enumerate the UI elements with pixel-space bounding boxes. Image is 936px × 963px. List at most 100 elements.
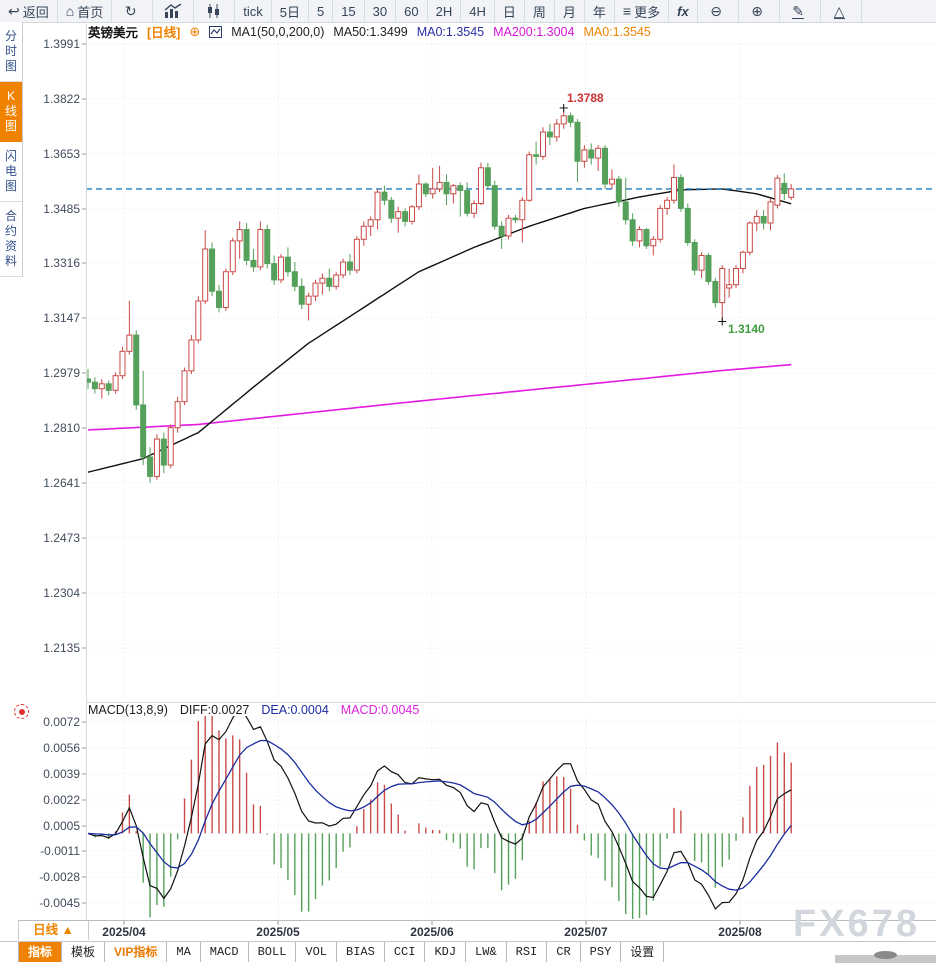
indicator-tab-PSY[interactable]: PSY xyxy=(581,942,622,962)
horizontal-scrollbar[interactable] xyxy=(835,955,936,963)
indicator-tab-模板[interactable]: 模板 xyxy=(62,942,106,962)
interval-tick[interactable]: tick xyxy=(235,0,272,22)
scrollbar-knob[interactable] xyxy=(874,951,897,959)
home-button[interactable]: ⌂ 首页 xyxy=(58,0,113,22)
price-axis-label: 1.3822 xyxy=(43,92,80,106)
indicator-tab-CCI[interactable]: CCI xyxy=(385,942,426,962)
sidebar-item-label: 合约资料 xyxy=(4,209,17,268)
indicator-tab-KDJ[interactable]: KDJ xyxy=(425,942,467,962)
macd-axis-label: 0.0022 xyxy=(43,793,80,807)
interval-week[interactable]: 周 xyxy=(525,0,555,22)
macd-value-readout: MACD:0.0045 xyxy=(340,702,420,717)
macd-diff-readout: DIFF:0.0027 xyxy=(179,702,250,717)
candle-body xyxy=(664,199,671,209)
indicator-tab-VIP指标[interactable]: VIP指标 xyxy=(105,942,168,962)
interval-year[interactable]: 年 xyxy=(585,0,615,22)
interval-5[interactable]: 5 xyxy=(309,0,334,22)
draw-shape-button[interactable]: △ xyxy=(821,0,862,22)
indicator-tab-设置[interactable]: 设置 xyxy=(621,942,665,962)
home-button-label: 首页 xyxy=(77,4,104,20)
indicator-tab-BOLL[interactable]: BOLL xyxy=(249,942,297,962)
candle-body xyxy=(767,201,774,224)
low-marker xyxy=(718,317,727,326)
candle-body xyxy=(119,350,126,377)
indicator-tab-CR[interactable]: CR xyxy=(547,942,581,962)
interval-4h[interactable]: 4H xyxy=(461,0,495,22)
back-button[interactable]: ↩ 返回 xyxy=(0,0,58,22)
interval-30-label: 30 xyxy=(372,3,388,19)
candle-body xyxy=(153,438,160,477)
interval-tick-label: tick xyxy=(243,3,263,19)
macd-params-label: MACD(13,8,9) xyxy=(88,702,168,717)
draw-pencil-button[interactable]: ✎ xyxy=(780,0,821,22)
candle-body xyxy=(498,225,505,237)
zoom-out-button-icon: ⊖ xyxy=(710,3,723,19)
candle-mode-button[interactable] xyxy=(194,0,236,22)
candle-body xyxy=(415,183,422,208)
bar-chart-mode-button[interactable] xyxy=(153,0,195,22)
interval-15[interactable]: 15 xyxy=(333,0,365,22)
draw-pencil-button-icon: ✎ xyxy=(792,2,805,19)
candle-body xyxy=(236,229,243,242)
high-marker xyxy=(559,103,568,112)
zoom-in-button[interactable]: ⊕ xyxy=(739,0,780,22)
candle-body xyxy=(781,182,788,194)
ma200-line xyxy=(87,363,792,431)
macd-axis-label: -0.0011 xyxy=(40,844,80,858)
sidebar-item-1[interactable]: K线图 xyxy=(0,82,22,142)
candle-body xyxy=(546,131,553,138)
interval-30[interactable]: 30 xyxy=(365,0,397,22)
indicator-tab-VOL[interactable]: VOL xyxy=(296,942,338,962)
interval-60[interactable]: 60 xyxy=(396,0,428,22)
sidebar-item-label: K线图 xyxy=(4,89,17,133)
sidebar-item-3[interactable]: 合约资料 xyxy=(0,202,22,277)
sidebar-item-0[interactable]: 分时图 xyxy=(0,22,22,82)
candle-body xyxy=(202,248,209,302)
candle-body xyxy=(353,238,360,271)
more-button-icon: ≡ xyxy=(622,3,632,19)
indicator-tab-MA[interactable]: MA xyxy=(167,942,201,962)
candle-body xyxy=(346,261,353,271)
sidebar-item-2[interactable]: 闪电图 xyxy=(0,142,22,202)
candle-body xyxy=(402,211,409,222)
candle-body xyxy=(450,185,457,195)
indicator-tab-LW&[interactable]: LW& xyxy=(466,942,507,962)
candle-body xyxy=(622,201,629,221)
x-axis-label: 2025/06 xyxy=(410,925,454,939)
candle-body xyxy=(126,334,133,352)
candle-body xyxy=(739,251,746,269)
chart-area[interactable] xyxy=(0,22,936,963)
sidebar-item-label: 分时图 xyxy=(4,29,17,73)
macd-axis-label: 0.0072 xyxy=(43,715,80,729)
refresh-button-icon: ↻ xyxy=(124,3,137,19)
candle-body xyxy=(284,256,291,273)
indicator-tab-MACD[interactable]: MACD xyxy=(201,942,249,962)
refresh-button[interactable]: ↻ xyxy=(112,0,154,22)
indicator-fx-button[interactable]: fx xyxy=(669,0,698,22)
candle-body xyxy=(512,217,519,221)
add-compare-icon[interactable]: ⊕ xyxy=(189,23,201,39)
interval-day[interactable]: 日 xyxy=(495,0,525,22)
candle-body xyxy=(312,282,319,297)
top-toolbar: ↩ 返回 ⌂ 首页 ↻ tick 5日 5 15 30 60 2H 4H 日周月年 ≡ 更多 fx ⊖ ⊕ ✎ △ xyxy=(0,0,936,23)
interval-2h[interactable]: 2H xyxy=(428,0,462,22)
candle-body xyxy=(726,284,733,289)
indicator-tab-指标[interactable]: 指标 xyxy=(18,942,63,962)
candle-body xyxy=(91,381,98,390)
candle-body xyxy=(409,206,416,222)
more-button[interactable]: ≡ 更多 xyxy=(615,0,670,22)
indicator-settings-icon[interactable] xyxy=(14,704,29,719)
candle-body xyxy=(195,300,202,341)
indicator-tab-bar: 指标 模板 VIP指标 MA MACD BOLL VOL BIAS CCI KDJ LW& RSI CR… xyxy=(0,941,936,962)
candle-body xyxy=(98,383,105,390)
candle-body xyxy=(615,178,622,203)
indicator-tab-RSI[interactable]: RSI xyxy=(507,942,548,962)
interval-month[interactable]: 月 xyxy=(555,0,585,22)
indicator-tab-BIAS[interactable]: BIAS xyxy=(337,942,385,962)
plot-left-border xyxy=(86,24,87,920)
interval-5d[interactable]: 5日 xyxy=(272,0,309,22)
draw-shape-button-icon: △ xyxy=(833,2,845,19)
period-selector[interactable]: 日线 ▲ xyxy=(18,921,89,940)
zoom-out-button[interactable]: ⊖ xyxy=(698,0,739,22)
